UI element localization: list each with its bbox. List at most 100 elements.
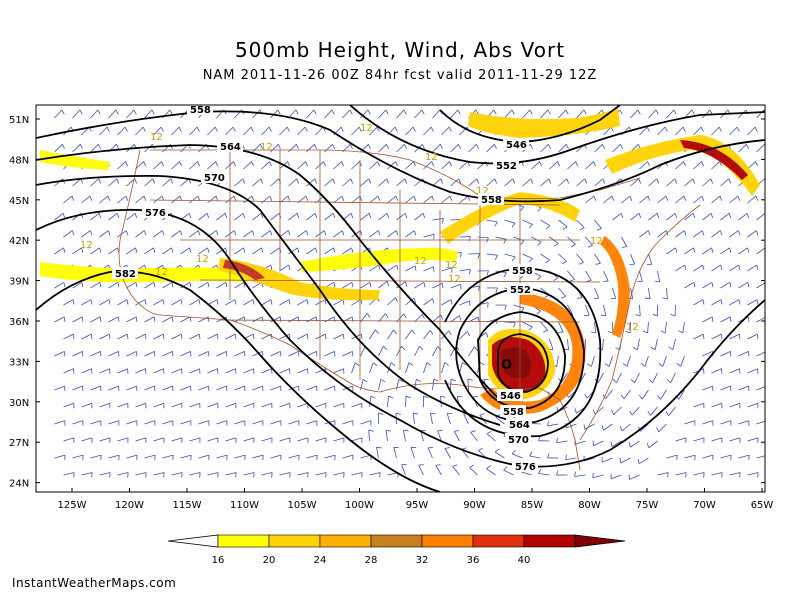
wind-barb	[108, 212, 118, 221]
wind-barb	[682, 321, 685, 333]
wind-barb	[684, 420, 696, 425]
wind-barb	[216, 212, 226, 221]
wind-barb	[637, 338, 640, 350]
wind-barb	[664, 321, 667, 333]
wind-barb-flag	[215, 195, 219, 201]
wind-barb-flag	[423, 282, 426, 288]
wind-barb	[243, 437, 255, 442]
wind-barb	[360, 420, 372, 425]
wind-barb-flag	[118, 351, 120, 357]
wind-barb-flag	[162, 334, 165, 340]
wind-barb	[207, 126, 216, 136]
wind-barb-flag	[418, 464, 424, 466]
wind-barb-flag	[370, 395, 376, 399]
wind-barb	[396, 212, 406, 221]
wind-barb	[288, 351, 299, 357]
wind-barb	[180, 247, 190, 255]
wind-barb	[418, 464, 424, 476]
wind-barb	[270, 351, 281, 357]
wind-barb	[261, 437, 273, 442]
wind-barb	[306, 316, 317, 323]
wind-barb-flag	[720, 334, 723, 340]
colorbar-tick-label: 32	[416, 555, 429, 566]
lon-label: 120W	[115, 500, 144, 511]
wind-barb	[360, 281, 371, 289]
wind-barb	[162, 281, 173, 289]
wind-barb-flag	[470, 430, 476, 433]
wind-barb-flag	[701, 230, 705, 236]
wind-barb	[594, 321, 597, 333]
wind-barb	[198, 454, 210, 459]
wind-barb-flag	[197, 230, 201, 236]
wind-barb-flag	[342, 334, 345, 340]
wind-barb	[603, 126, 612, 136]
state-grid-a	[229, 150, 521, 390]
wind-barb-flag	[269, 230, 273, 236]
wind-barb-flag	[545, 225, 551, 230]
wind-barb	[410, 447, 415, 459]
wind-barb	[657, 195, 667, 204]
political-borders	[118, 149, 701, 471]
wind-barb-flag	[454, 430, 460, 432]
wind-barb-flag	[554, 243, 559, 247]
colorbar-left-arrow	[167, 534, 219, 548]
wind-barb-flag	[702, 264, 705, 270]
wind-barb-flag	[459, 315, 462, 321]
wind-barb	[72, 420, 84, 425]
wind-barb	[126, 109, 135, 119]
wind-barb-flag	[666, 379, 671, 384]
wind-barb-flag	[117, 316, 120, 322]
wind-barb	[556, 440, 568, 444]
wind-barb	[576, 178, 586, 187]
wind-barb	[54, 144, 63, 153]
wind-barb	[634, 372, 640, 384]
brand-footer: InstantWeatherMaps.com	[12, 576, 177, 590]
wind-barb	[144, 178, 154, 187]
wind-barb-flag	[512, 178, 516, 184]
wind-barb-flag	[232, 126, 236, 132]
wind-barb-flag	[179, 195, 183, 201]
wind-barb	[171, 299, 182, 306]
wind-barb	[198, 385, 209, 391]
colorbar-tick-label: 24	[314, 555, 327, 566]
wind-barb	[153, 195, 163, 204]
wind-barb	[675, 126, 684, 136]
wind-barb	[441, 126, 450, 136]
wind-barb	[650, 406, 658, 416]
wind-barb-flag	[774, 162, 776, 167]
wind-barb	[63, 299, 74, 306]
wind-barb	[450, 144, 459, 153]
wind-barb	[765, 334, 775, 339]
wind-barb	[324, 316, 335, 323]
wind-barb-flag	[108, 299, 111, 305]
wind-barb	[538, 473, 550, 476]
wind-barb-flag	[180, 334, 183, 340]
wind-barb	[387, 230, 397, 238]
wind-barb	[333, 402, 344, 408]
wind-barb-flag	[295, 109, 299, 115]
wind-barb-flag	[413, 230, 417, 236]
wind-barb	[504, 219, 516, 224]
wind-barb-flag	[296, 213, 300, 219]
label-546-low: 546	[500, 391, 521, 402]
wind-barb	[756, 282, 765, 289]
wind-barb-flag	[383, 345, 388, 351]
wind-barb	[603, 423, 613, 431]
wind-barb-flag	[106, 126, 110, 132]
wind-barb	[234, 212, 244, 221]
wind-barb-flag	[602, 144, 605, 150]
wind-barb-flag	[134, 178, 138, 184]
wind-barb	[90, 316, 101, 323]
vort-label-b: 12	[260, 142, 273, 153]
wind-barb	[342, 247, 352, 255]
wind-barb-flag	[206, 213, 210, 219]
wind-barb-flag	[444, 362, 449, 366]
wind-barb	[594, 287, 600, 299]
wind-barb-flag	[108, 334, 111, 340]
wind-barb-flag	[536, 276, 542, 281]
wind-barb-flag	[72, 299, 75, 305]
wind-barb-flag	[652, 314, 658, 317]
wind-barb-flag	[333, 247, 336, 253]
wind-barb-flag	[90, 334, 93, 340]
lon-label: 70W	[693, 500, 716, 511]
